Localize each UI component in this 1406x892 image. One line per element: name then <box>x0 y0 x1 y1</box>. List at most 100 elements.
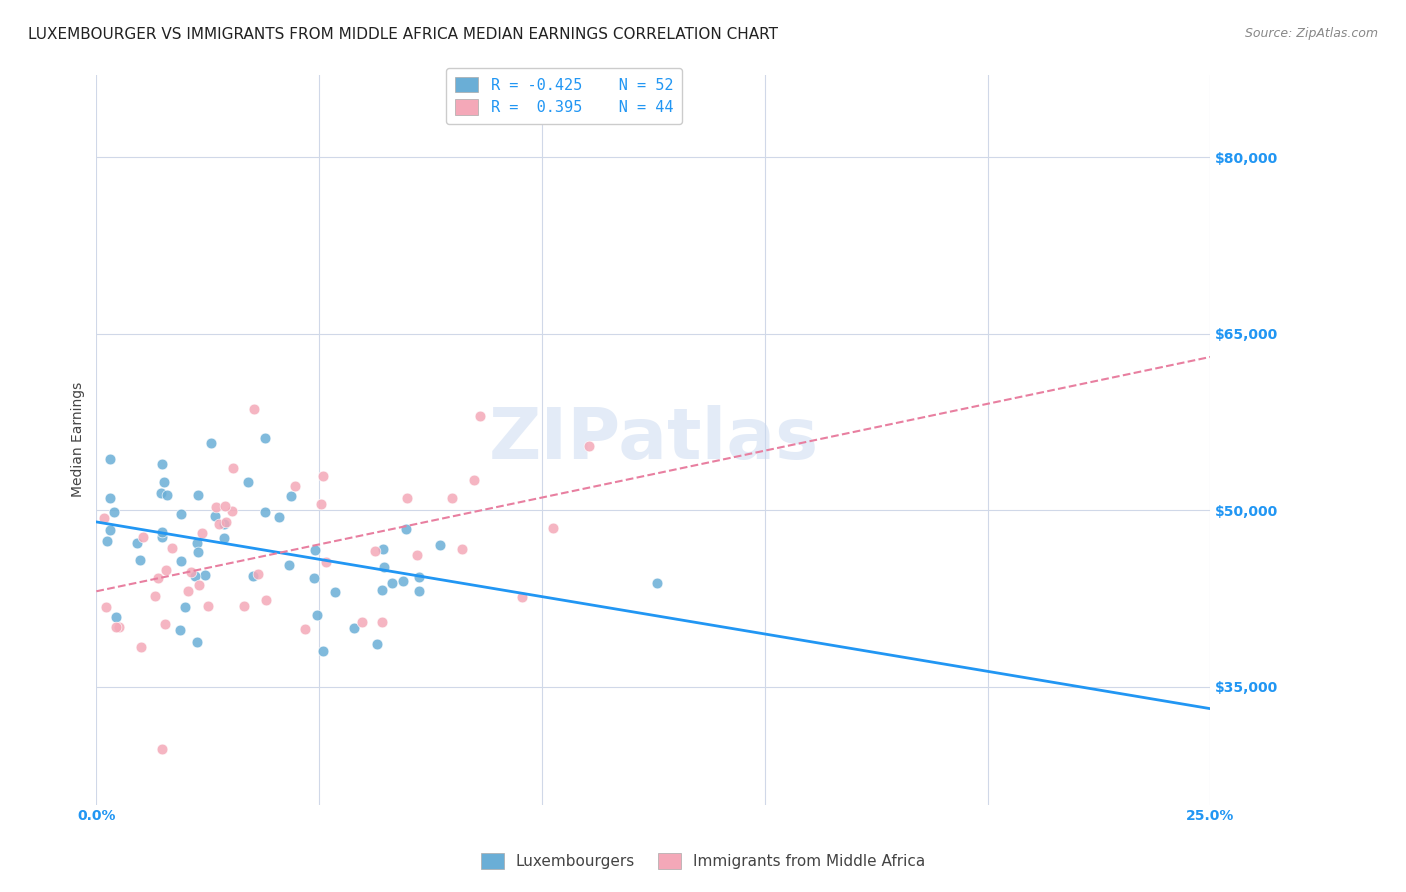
Point <box>153 475 176 490</box>
Point <box>541 521 564 535</box>
Point <box>304 542 326 557</box>
Point <box>93 511 115 525</box>
Text: Source: ZipAtlas.com: Source: ZipAtlas.com <box>1244 27 1378 40</box>
Legend: Luxembourgers, Immigrants from Middle Africa: Luxembourgers, Immigrants from Middle Af… <box>475 847 931 875</box>
Point <box>371 541 394 556</box>
Point <box>212 517 235 532</box>
Point <box>278 558 301 573</box>
Point <box>381 576 404 591</box>
Point <box>214 499 236 513</box>
Point <box>253 504 276 518</box>
Point <box>222 461 245 475</box>
Point <box>343 621 366 635</box>
Point <box>284 479 307 493</box>
Point <box>215 515 238 529</box>
Legend: R = -0.425    N = 52, R =  0.395    N = 44: R = -0.425 N = 52, R = 0.395 N = 44 <box>446 68 682 124</box>
Point <box>169 624 191 638</box>
Point <box>451 542 474 557</box>
Point <box>408 570 430 584</box>
Point <box>440 491 463 505</box>
Point <box>105 620 128 634</box>
Point <box>309 497 332 511</box>
Point <box>243 401 266 416</box>
Point <box>155 487 177 501</box>
Point <box>98 524 121 538</box>
Point <box>155 563 177 577</box>
Point <box>247 566 270 581</box>
Point <box>174 600 197 615</box>
Point <box>305 607 328 622</box>
Point <box>180 566 202 580</box>
Point <box>302 571 325 585</box>
Point <box>194 567 217 582</box>
Point <box>129 640 152 654</box>
Point <box>267 510 290 524</box>
Text: LUXEMBOURGER VS IMMIGRANTS FROM MIDDLE AFRICA MEDIAN EARNINGS CORRELATION CHART: LUXEMBOURGER VS IMMIGRANTS FROM MIDDLE A… <box>28 27 778 42</box>
Y-axis label: Median Earnings: Median Earnings <box>72 382 86 497</box>
Point <box>152 530 174 544</box>
Point <box>153 616 176 631</box>
Point <box>204 508 226 523</box>
Point <box>254 593 277 607</box>
Point <box>470 409 492 423</box>
Point <box>364 544 387 558</box>
Point <box>371 615 394 629</box>
Point <box>160 541 183 555</box>
Point <box>392 574 415 589</box>
Point <box>96 533 118 548</box>
Point <box>103 505 125 519</box>
Point <box>184 568 207 582</box>
Point <box>233 599 256 614</box>
Point <box>170 554 193 568</box>
Point <box>312 469 335 483</box>
Point <box>208 516 231 531</box>
Point <box>429 538 451 552</box>
Point <box>146 571 169 585</box>
Point <box>143 589 166 603</box>
Point <box>186 536 208 550</box>
Point <box>200 436 222 450</box>
Point <box>510 590 533 604</box>
Point <box>191 526 214 541</box>
Point <box>176 583 198 598</box>
Point <box>107 620 129 634</box>
Point <box>170 507 193 521</box>
Point <box>294 622 316 636</box>
Point <box>405 548 427 562</box>
Point <box>352 615 374 629</box>
Point <box>373 559 395 574</box>
Point <box>463 473 485 487</box>
Point <box>187 488 209 502</box>
Point <box>315 555 337 569</box>
Point <box>408 584 430 599</box>
Point <box>236 475 259 489</box>
Point <box>645 576 668 591</box>
Point <box>150 524 173 539</box>
Point <box>395 491 418 505</box>
Point <box>253 431 276 445</box>
Point <box>132 530 155 544</box>
Point <box>150 457 173 471</box>
Point <box>98 491 121 505</box>
Point <box>98 452 121 467</box>
Point <box>94 599 117 614</box>
Point <box>280 489 302 503</box>
Point <box>125 536 148 550</box>
Point <box>150 742 173 756</box>
Point <box>150 486 173 500</box>
Text: ZIPatlas: ZIPatlas <box>488 405 818 475</box>
Point <box>104 609 127 624</box>
Point <box>578 439 600 453</box>
Point <box>395 522 418 536</box>
Point <box>187 544 209 558</box>
Point <box>371 582 394 597</box>
Point <box>186 635 208 649</box>
Point <box>212 531 235 545</box>
Point <box>128 552 150 566</box>
Point <box>242 569 264 583</box>
Point <box>221 504 243 518</box>
Point <box>197 599 219 613</box>
Point <box>366 637 388 651</box>
Point <box>312 643 335 657</box>
Point <box>323 584 346 599</box>
